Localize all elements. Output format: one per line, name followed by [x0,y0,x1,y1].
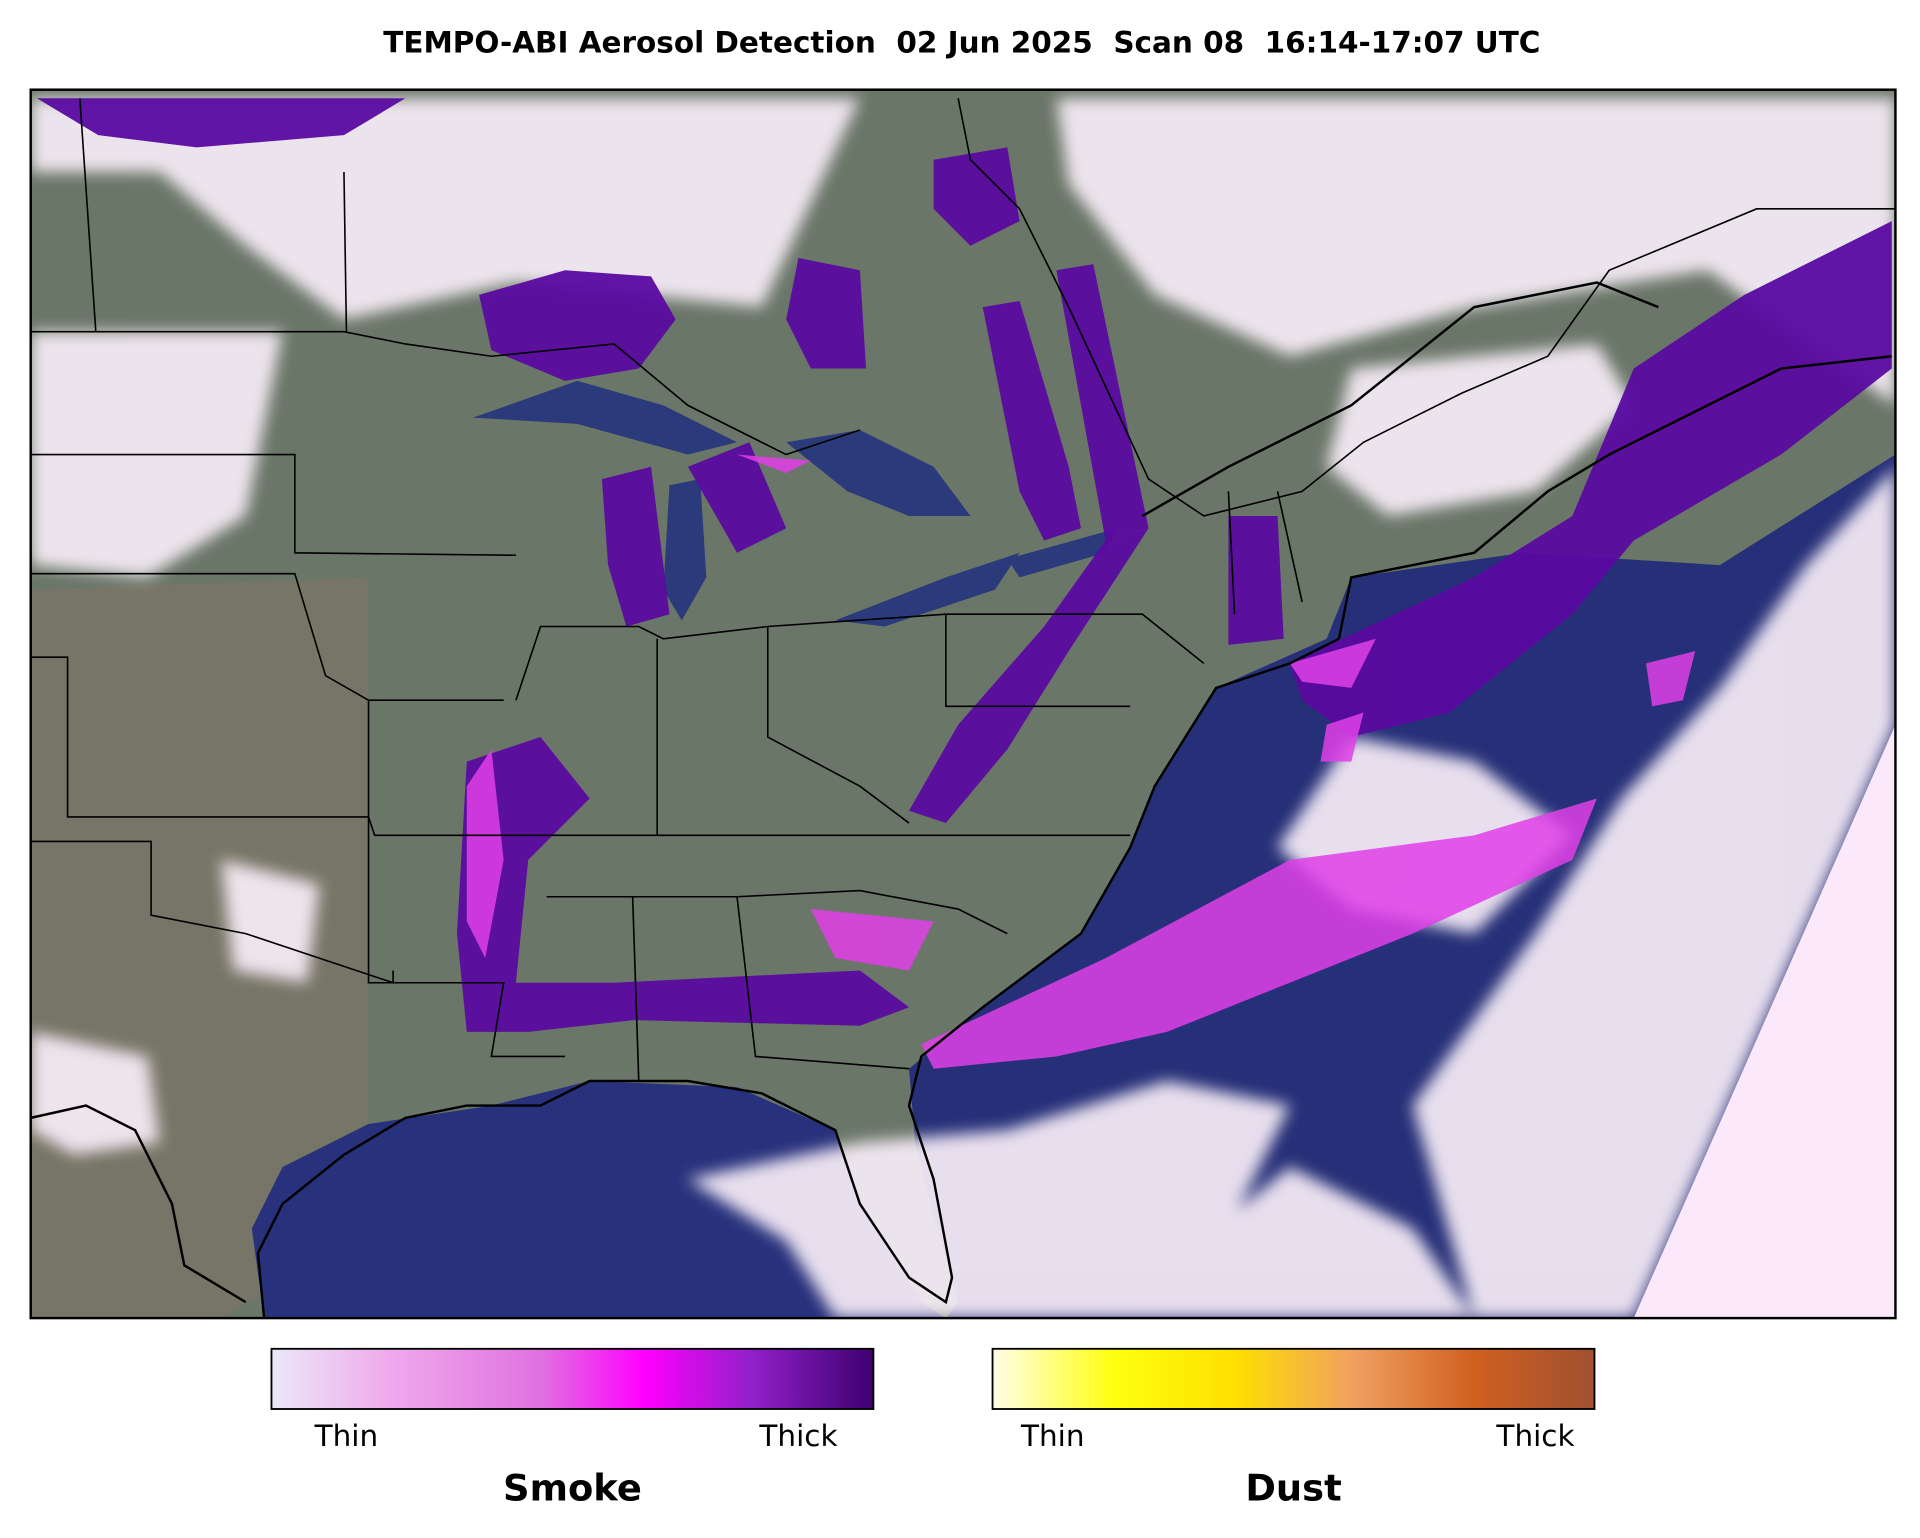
colorbar-min-label: Thin [1020,1419,1085,1453]
colorbar-min-label: Thin [314,1419,379,1453]
smoke-colorbar [270,1347,875,1410]
gulf [251,1081,946,1319]
colorbar-max-label: Thick [758,1419,837,1453]
clouds [30,98,1896,1319]
title: TEMPO-ABI Aerosol Detection 02 Jun 2025 … [383,26,1540,60]
colorbar-title: Dust [1245,1467,1341,1510]
colorbar-title: Smoke [503,1467,642,1510]
map [30,89,1896,1319]
borders [30,98,1896,1082]
dust-colorbar [991,1347,1596,1410]
colorbar-max-label: Thick [1495,1419,1574,1453]
map-frame [29,88,1897,1320]
coastline [30,281,1892,1319]
smoke-thin [466,454,1696,1069]
great-lakes [472,380,1118,627]
